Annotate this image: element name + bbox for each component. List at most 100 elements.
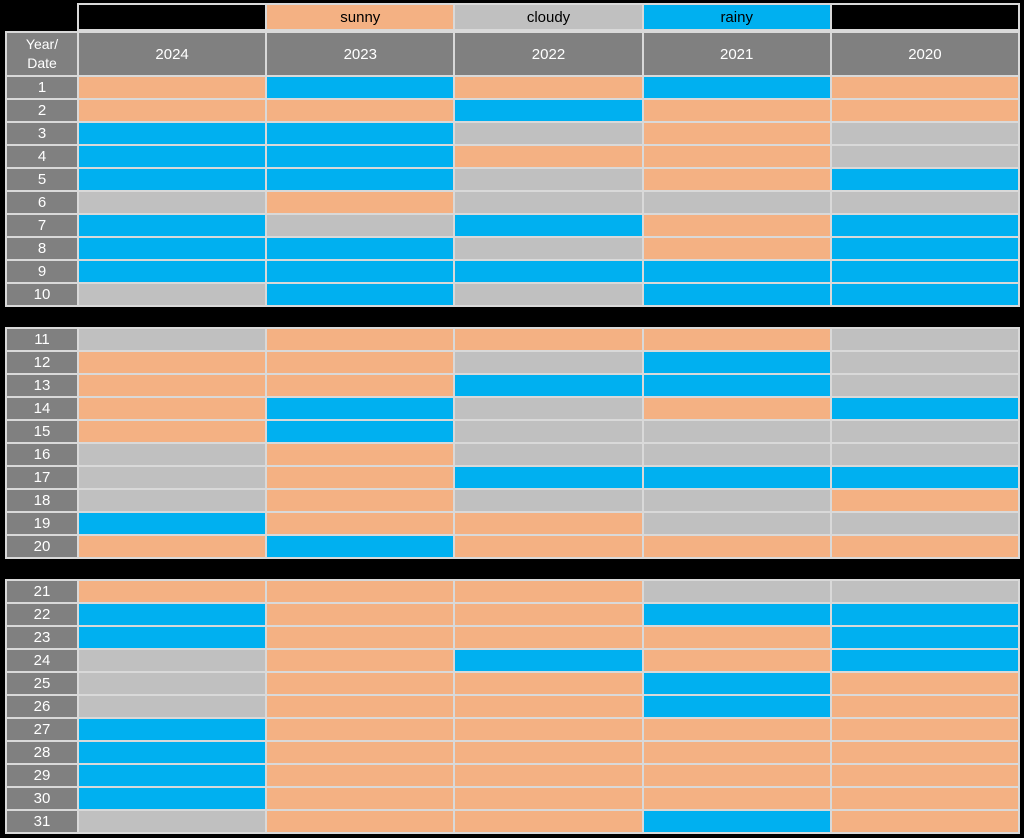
weather-cell-2021-day-9[interactable] bbox=[643, 261, 830, 282]
date-cell-4[interactable]: 4 bbox=[7, 146, 77, 167]
weather-cell-2023-day-14[interactable] bbox=[267, 398, 454, 419]
date-cell-16[interactable]: 16 bbox=[7, 444, 77, 465]
weather-cell-2020-day-5[interactable] bbox=[831, 169, 1018, 190]
date-cell-21[interactable]: 21 bbox=[7, 581, 77, 602]
weather-cell-2020-day-2[interactable] bbox=[831, 100, 1018, 121]
weather-cell-2023-day-24[interactable] bbox=[267, 650, 454, 671]
weather-cell-2020-day-8[interactable] bbox=[831, 238, 1018, 259]
weather-cell-2023-day-21[interactable] bbox=[267, 581, 454, 602]
weather-cell-2020-day-9[interactable] bbox=[831, 261, 1018, 282]
weather-cell-2024-day-31[interactable] bbox=[79, 811, 266, 832]
weather-cell-2021-day-29[interactable] bbox=[643, 765, 830, 786]
weather-cell-2023-day-30[interactable] bbox=[267, 788, 454, 809]
date-cell-5[interactable]: 5 bbox=[7, 169, 77, 190]
weather-cell-2024-day-1[interactable] bbox=[79, 77, 266, 98]
date-cell-20[interactable]: 20 bbox=[7, 536, 77, 557]
weather-cell-2021-day-6[interactable] bbox=[643, 192, 830, 213]
weather-cell-2020-day-7[interactable] bbox=[831, 215, 1018, 236]
weather-cell-2024-day-5[interactable] bbox=[79, 169, 266, 190]
column-header-2020[interactable]: 2020 bbox=[831, 33, 1018, 75]
weather-cell-2022-day-14[interactable] bbox=[455, 398, 642, 419]
weather-cell-2023-day-5[interactable] bbox=[267, 169, 454, 190]
weather-cell-2022-day-1[interactable] bbox=[455, 77, 642, 98]
weather-cell-2020-day-1[interactable] bbox=[831, 77, 1018, 98]
weather-cell-2022-day-3[interactable] bbox=[455, 123, 642, 144]
weather-cell-2023-day-25[interactable] bbox=[267, 673, 454, 694]
weather-cell-2020-day-10[interactable] bbox=[831, 284, 1018, 305]
weather-cell-2021-day-3[interactable] bbox=[643, 123, 830, 144]
date-cell-11[interactable]: 11 bbox=[7, 329, 77, 350]
weather-cell-2020-day-22[interactable] bbox=[831, 604, 1018, 625]
column-header-2021[interactable]: 2021 bbox=[643, 33, 830, 75]
date-cell-14[interactable]: 14 bbox=[7, 398, 77, 419]
weather-cell-2020-day-19[interactable] bbox=[831, 513, 1018, 534]
weather-cell-2022-day-11[interactable] bbox=[455, 329, 642, 350]
weather-cell-2023-day-29[interactable] bbox=[267, 765, 454, 786]
date-cell-22[interactable]: 22 bbox=[7, 604, 77, 625]
weather-cell-2021-day-12[interactable] bbox=[643, 352, 830, 373]
weather-cell-2020-day-23[interactable] bbox=[831, 627, 1018, 648]
weather-cell-2021-day-27[interactable] bbox=[643, 719, 830, 740]
weather-cell-2023-day-1[interactable] bbox=[267, 77, 454, 98]
weather-cell-2021-day-22[interactable] bbox=[643, 604, 830, 625]
date-cell-28[interactable]: 28 bbox=[7, 742, 77, 763]
weather-cell-2021-day-20[interactable] bbox=[643, 536, 830, 557]
weather-cell-2021-day-28[interactable] bbox=[643, 742, 830, 763]
column-header-2024[interactable]: 2024 bbox=[79, 33, 266, 75]
weather-cell-2021-day-10[interactable] bbox=[643, 284, 830, 305]
weather-cell-2022-day-12[interactable] bbox=[455, 352, 642, 373]
weather-cell-2023-day-15[interactable] bbox=[267, 421, 454, 442]
weather-cell-2021-day-5[interactable] bbox=[643, 169, 830, 190]
weather-cell-2023-day-7[interactable] bbox=[267, 215, 454, 236]
weather-cell-2021-day-17[interactable] bbox=[643, 467, 830, 488]
weather-cell-2022-day-17[interactable] bbox=[455, 467, 642, 488]
weather-cell-2023-day-9[interactable] bbox=[267, 261, 454, 282]
weather-cell-2024-day-24[interactable] bbox=[79, 650, 266, 671]
weather-cell-2023-day-27[interactable] bbox=[267, 719, 454, 740]
weather-cell-2022-day-24[interactable] bbox=[455, 650, 642, 671]
weather-cell-2021-day-25[interactable] bbox=[643, 673, 830, 694]
weather-cell-2022-day-25[interactable] bbox=[455, 673, 642, 694]
weather-cell-2021-day-24[interactable] bbox=[643, 650, 830, 671]
weather-cell-2023-day-16[interactable] bbox=[267, 444, 454, 465]
weather-cell-2024-day-29[interactable] bbox=[79, 765, 266, 786]
date-cell-27[interactable]: 27 bbox=[7, 719, 77, 740]
weather-cell-2020-day-14[interactable] bbox=[831, 398, 1018, 419]
weather-cell-2023-day-17[interactable] bbox=[267, 467, 454, 488]
weather-cell-2021-day-23[interactable] bbox=[643, 627, 830, 648]
date-cell-10[interactable]: 10 bbox=[7, 284, 77, 305]
weather-cell-2023-day-6[interactable] bbox=[267, 192, 454, 213]
weather-cell-2022-day-5[interactable] bbox=[455, 169, 642, 190]
weather-cell-2020-day-18[interactable] bbox=[831, 490, 1018, 511]
column-header-2023[interactable]: 2023 bbox=[267, 33, 454, 75]
weather-cell-2022-day-22[interactable] bbox=[455, 604, 642, 625]
weather-cell-2024-day-23[interactable] bbox=[79, 627, 266, 648]
weather-cell-2020-day-6[interactable] bbox=[831, 192, 1018, 213]
weather-cell-2023-day-2[interactable] bbox=[267, 100, 454, 121]
weather-cell-2022-day-4[interactable] bbox=[455, 146, 642, 167]
weather-cell-2022-day-15[interactable] bbox=[455, 421, 642, 442]
weather-cell-2022-day-18[interactable] bbox=[455, 490, 642, 511]
weather-cell-2024-day-26[interactable] bbox=[79, 696, 266, 717]
weather-cell-2020-day-4[interactable] bbox=[831, 146, 1018, 167]
weather-cell-2020-day-3[interactable] bbox=[831, 123, 1018, 144]
weather-cell-2024-day-9[interactable] bbox=[79, 261, 266, 282]
weather-cell-2024-day-10[interactable] bbox=[79, 284, 266, 305]
weather-cell-2024-day-4[interactable] bbox=[79, 146, 266, 167]
weather-cell-2024-day-21[interactable] bbox=[79, 581, 266, 602]
date-cell-18[interactable]: 18 bbox=[7, 490, 77, 511]
weather-cell-2021-day-31[interactable] bbox=[643, 811, 830, 832]
date-cell-31[interactable]: 31 bbox=[7, 811, 77, 832]
weather-cell-2024-day-16[interactable] bbox=[79, 444, 266, 465]
weather-cell-2021-day-21[interactable] bbox=[643, 581, 830, 602]
weather-cell-2024-day-11[interactable] bbox=[79, 329, 266, 350]
weather-cell-2020-day-31[interactable] bbox=[831, 811, 1018, 832]
weather-cell-2020-day-21[interactable] bbox=[831, 581, 1018, 602]
weather-cell-2024-day-8[interactable] bbox=[79, 238, 266, 259]
weather-cell-2021-day-2[interactable] bbox=[643, 100, 830, 121]
weather-cell-2021-day-15[interactable] bbox=[643, 421, 830, 442]
weather-cell-2021-day-14[interactable] bbox=[643, 398, 830, 419]
date-cell-13[interactable]: 13 bbox=[7, 375, 77, 396]
weather-cell-2024-day-7[interactable] bbox=[79, 215, 266, 236]
weather-cell-2021-day-18[interactable] bbox=[643, 490, 830, 511]
